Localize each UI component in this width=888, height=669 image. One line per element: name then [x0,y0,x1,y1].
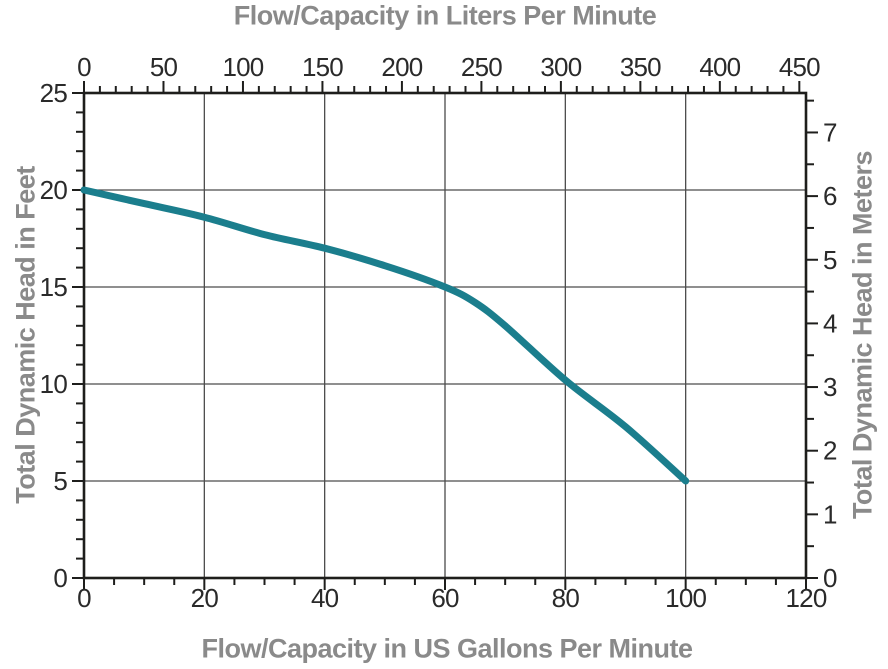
left-tick-label: 15 [40,272,68,302]
top-tick-label: 50 [150,52,178,82]
left-tick-label: 20 [40,175,68,205]
right-tick-label: 6 [823,181,837,211]
left-tick-label: 25 [40,78,68,108]
right-tick-label: 0 [823,563,837,593]
top-tick-label: 350 [620,52,661,82]
right-tick-label: 4 [823,308,837,338]
top-tick-label: 250 [461,52,502,82]
tick-marks [72,81,818,590]
top-tick-label: 150 [302,52,343,82]
gridlines [84,93,806,578]
bottom-tick-label: 40 [311,583,339,613]
left-tick-label: 0 [53,563,67,593]
top-tick-label: 400 [699,52,740,82]
bottom-tick-label: 80 [552,583,580,613]
right-tick-label: 1 [823,499,837,529]
right-tick-label: 3 [823,372,837,402]
pump-head-curve [80,186,690,485]
top-tick-label: 450 [779,52,820,82]
top-tick-label: 100 [222,52,263,82]
bottom-tick-label: 60 [431,583,459,613]
bottom-tick-label: 120 [786,583,827,613]
bottom-tick-label: 100 [665,583,706,613]
right-axis-title: Total Dynamic Head in Meters [847,150,878,520]
right-tick-label: 7 [823,117,837,147]
bottom-axis-title: Flow/Capacity in US Gallons Per Minute [201,633,693,664]
right-tick-label: 2 [823,436,837,466]
top-tick-label: 200 [381,52,422,82]
top-tick-label: 0 [77,52,91,82]
left-tick-label: 5 [53,466,67,496]
left-tick-label: 10 [40,369,68,399]
bottom-tick-label: 20 [191,583,219,613]
right-tick-label: 5 [823,245,837,275]
bottom-tick-label: 0 [77,583,91,613]
left-axis-title: Total Dynamic Head in Feet [10,166,41,504]
top-axis-title: Flow/Capacity in Liters Per Minute [233,0,657,31]
top-tick-label: 300 [540,52,581,82]
